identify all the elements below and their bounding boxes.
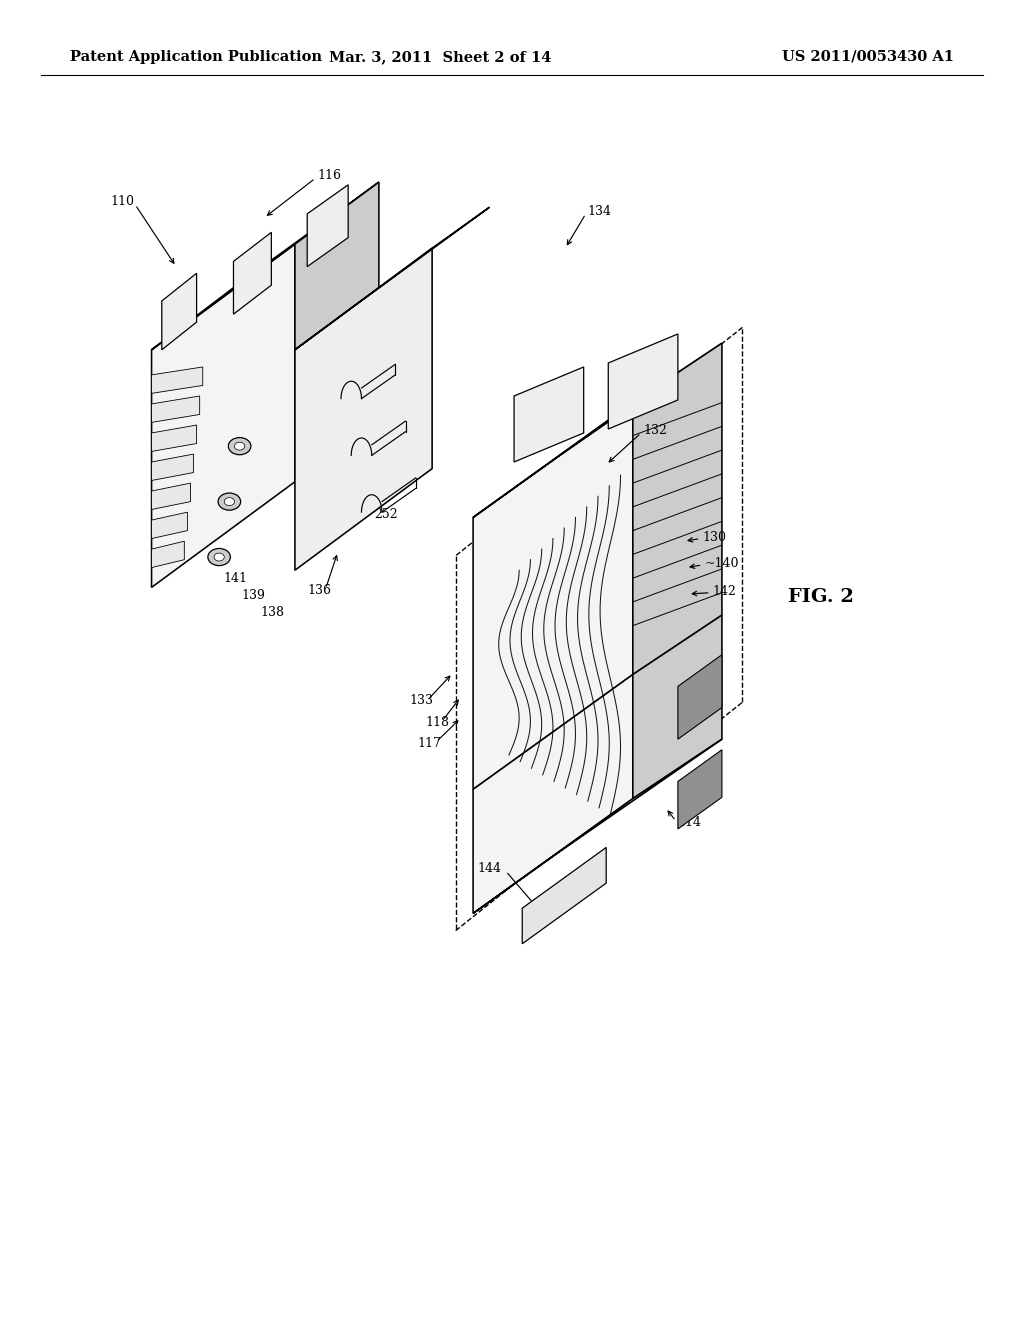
Ellipse shape [208,549,230,565]
Ellipse shape [228,437,251,454]
Text: ~140: ~140 [705,557,739,570]
Polygon shape [633,343,722,675]
Polygon shape [152,396,200,422]
Polygon shape [152,182,379,350]
Polygon shape [473,739,722,913]
Polygon shape [678,655,722,739]
Text: FIG. 2: FIG. 2 [788,587,854,606]
Polygon shape [473,675,633,913]
Polygon shape [295,182,379,482]
Polygon shape [473,343,722,517]
Text: 116: 116 [317,169,341,182]
Text: 138: 138 [401,339,425,352]
Text: 139: 139 [299,496,323,510]
Text: 144: 144 [478,862,502,875]
Text: 139: 139 [323,329,346,342]
Text: Patent Application Publication: Patent Application Publication [70,50,322,63]
Ellipse shape [224,498,234,506]
Text: 139: 139 [242,589,265,602]
Polygon shape [152,244,295,587]
Text: 118: 118 [425,715,449,729]
Polygon shape [678,750,722,829]
Text: 139: 139 [309,451,333,465]
Text: US 2011/0053430 A1: US 2011/0053430 A1 [782,50,954,63]
Polygon shape [522,847,606,944]
Text: 142: 142 [713,585,736,598]
Text: 110: 110 [111,195,134,209]
Ellipse shape [214,553,224,561]
Text: Mar. 3, 2011  Sheet 2 of 14: Mar. 3, 2011 Sheet 2 of 14 [329,50,552,63]
Polygon shape [152,454,194,480]
Ellipse shape [218,492,241,511]
Polygon shape [633,615,722,799]
Text: 130: 130 [702,531,726,544]
Text: 133: 133 [410,694,433,708]
Text: 117: 117 [418,737,441,750]
Polygon shape [152,541,184,568]
Polygon shape [514,367,584,462]
Text: 252: 252 [387,473,411,486]
Text: 141: 141 [223,572,247,585]
Polygon shape [152,483,190,510]
Text: 252: 252 [403,422,427,436]
Text: 134: 134 [588,205,611,218]
Polygon shape [152,425,197,451]
Text: 138: 138 [260,606,284,619]
Polygon shape [608,334,678,429]
Polygon shape [473,403,633,789]
Polygon shape [295,207,489,350]
Polygon shape [162,273,197,350]
Text: 114: 114 [678,816,701,829]
Text: 132: 132 [643,424,667,437]
Polygon shape [295,248,432,570]
Polygon shape [233,232,271,314]
Polygon shape [307,185,348,267]
Text: 202: 202 [637,381,660,395]
Text: 141: 141 [386,333,410,346]
Polygon shape [152,512,187,539]
Ellipse shape [234,442,245,450]
Text: 252: 252 [374,508,397,521]
Text: 138: 138 [301,471,325,484]
Polygon shape [152,367,203,393]
Text: 136: 136 [307,583,331,597]
